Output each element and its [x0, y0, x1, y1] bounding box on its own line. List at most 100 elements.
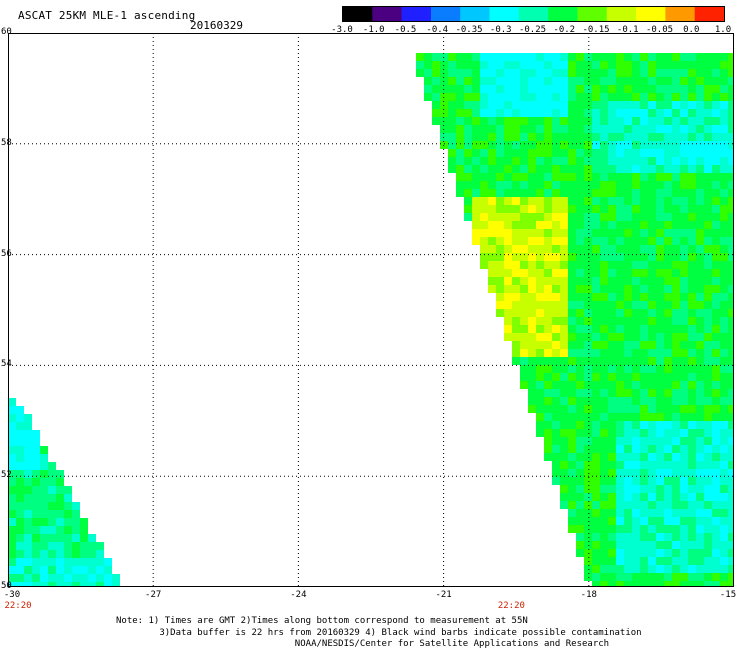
- swath-cell: [656, 333, 664, 341]
- swath-cell: [576, 61, 584, 69]
- swath-cell: [704, 141, 712, 149]
- swath-cell: [728, 573, 734, 581]
- swath-cell: [600, 413, 608, 421]
- swath-cell: [552, 437, 560, 445]
- swath-cell: [504, 325, 512, 333]
- swath-cell: [512, 285, 520, 293]
- swath-cell: [8, 398, 16, 406]
- swath-cell: [568, 253, 576, 261]
- swath-cell: [520, 309, 528, 317]
- map-plot: [8, 33, 734, 587]
- swath-cell: [608, 357, 616, 365]
- swath-cell: [656, 341, 664, 349]
- swath-cell: [712, 349, 720, 357]
- swath-cell: [664, 565, 672, 573]
- swath-cell: [600, 397, 608, 405]
- swath-cell: [584, 533, 592, 541]
- swath-cell: [672, 341, 680, 349]
- swath-cell: [600, 229, 608, 237]
- swath-cell: [720, 53, 728, 61]
- swath-cell: [48, 526, 56, 534]
- swath-cell: [584, 461, 592, 469]
- swath-cell: [656, 149, 664, 157]
- swath-cell: [560, 477, 568, 485]
- swath-cell: [568, 213, 576, 221]
- swath-cell: [608, 437, 616, 445]
- swath-cell: [536, 317, 544, 325]
- swath-cell: [592, 221, 600, 229]
- swath-cell: [672, 485, 680, 493]
- swath-cell: [696, 77, 704, 85]
- swath-cell: [576, 213, 584, 221]
- swath-cell: [536, 53, 544, 61]
- swath-cell: [464, 205, 472, 213]
- swath-cell: [616, 285, 624, 293]
- swath-cell: [680, 293, 688, 301]
- swath-cell: [576, 349, 584, 357]
- swath-cell: [704, 453, 712, 461]
- swath-cell: [712, 341, 720, 349]
- swath-cell: [480, 133, 488, 141]
- swath-cell: [680, 125, 688, 133]
- swath-cell: [704, 53, 712, 61]
- swath-cell: [672, 149, 680, 157]
- swath-cell: [536, 261, 544, 269]
- swath-cell: [656, 365, 664, 373]
- swath-cell: [592, 549, 600, 557]
- swath-cell: [40, 454, 48, 462]
- swath-cell: [544, 325, 552, 333]
- swath-cell: [40, 582, 48, 587]
- swath-cell: [528, 157, 536, 165]
- swath-cell: [544, 365, 552, 373]
- swath-cell: [584, 405, 592, 413]
- swath-cell: [632, 333, 640, 341]
- swath-cell: [536, 197, 544, 205]
- swath-cell: [520, 381, 528, 389]
- swath-cell: [520, 205, 528, 213]
- swath-cell: [544, 221, 552, 229]
- swath-cell: [560, 381, 568, 389]
- swath-cell: [640, 293, 648, 301]
- swath-cell: [576, 157, 584, 165]
- swath-cell: [600, 85, 608, 93]
- swath-cell: [456, 141, 464, 149]
- swath-cell: [568, 317, 576, 325]
- swath-cell: [632, 341, 640, 349]
- swath-cell: [664, 77, 672, 85]
- swath-cell: [680, 429, 688, 437]
- swath-cell: [720, 125, 728, 133]
- swath-cell: [64, 542, 72, 550]
- swath-cell: [584, 253, 592, 261]
- swath-cell: [584, 517, 592, 525]
- swath-cell: [56, 478, 64, 486]
- swath-cell: [584, 341, 592, 349]
- swath-cell: [584, 269, 592, 277]
- swath-cell: [664, 429, 672, 437]
- swath-cell: [608, 493, 616, 501]
- swath-cell: [592, 485, 600, 493]
- swath-cell: [520, 69, 528, 77]
- swath-cell: [632, 565, 640, 573]
- swath-cell: [448, 133, 456, 141]
- swath-cell: [664, 517, 672, 525]
- swath-cell: [24, 518, 32, 526]
- swath-cell: [448, 53, 456, 61]
- swath-cell: [616, 189, 624, 197]
- swath-cell: [488, 53, 496, 61]
- swath-cell: [720, 205, 728, 213]
- swath-cell: [544, 373, 552, 381]
- swath-cell: [648, 477, 656, 485]
- swath-cell: [640, 349, 648, 357]
- swath-cell: [680, 109, 688, 117]
- swath-cell: [680, 77, 688, 85]
- swath-cell: [600, 93, 608, 101]
- swath-cell: [672, 525, 680, 533]
- swath-cell: [568, 341, 576, 349]
- swath-cell: [712, 421, 720, 429]
- swath-cell: [720, 469, 728, 477]
- swath-cell: [488, 261, 496, 269]
- swath-cell: [608, 269, 616, 277]
- swath-cell: [624, 165, 632, 173]
- swath-cell: [672, 445, 680, 453]
- swath-cell: [640, 557, 648, 565]
